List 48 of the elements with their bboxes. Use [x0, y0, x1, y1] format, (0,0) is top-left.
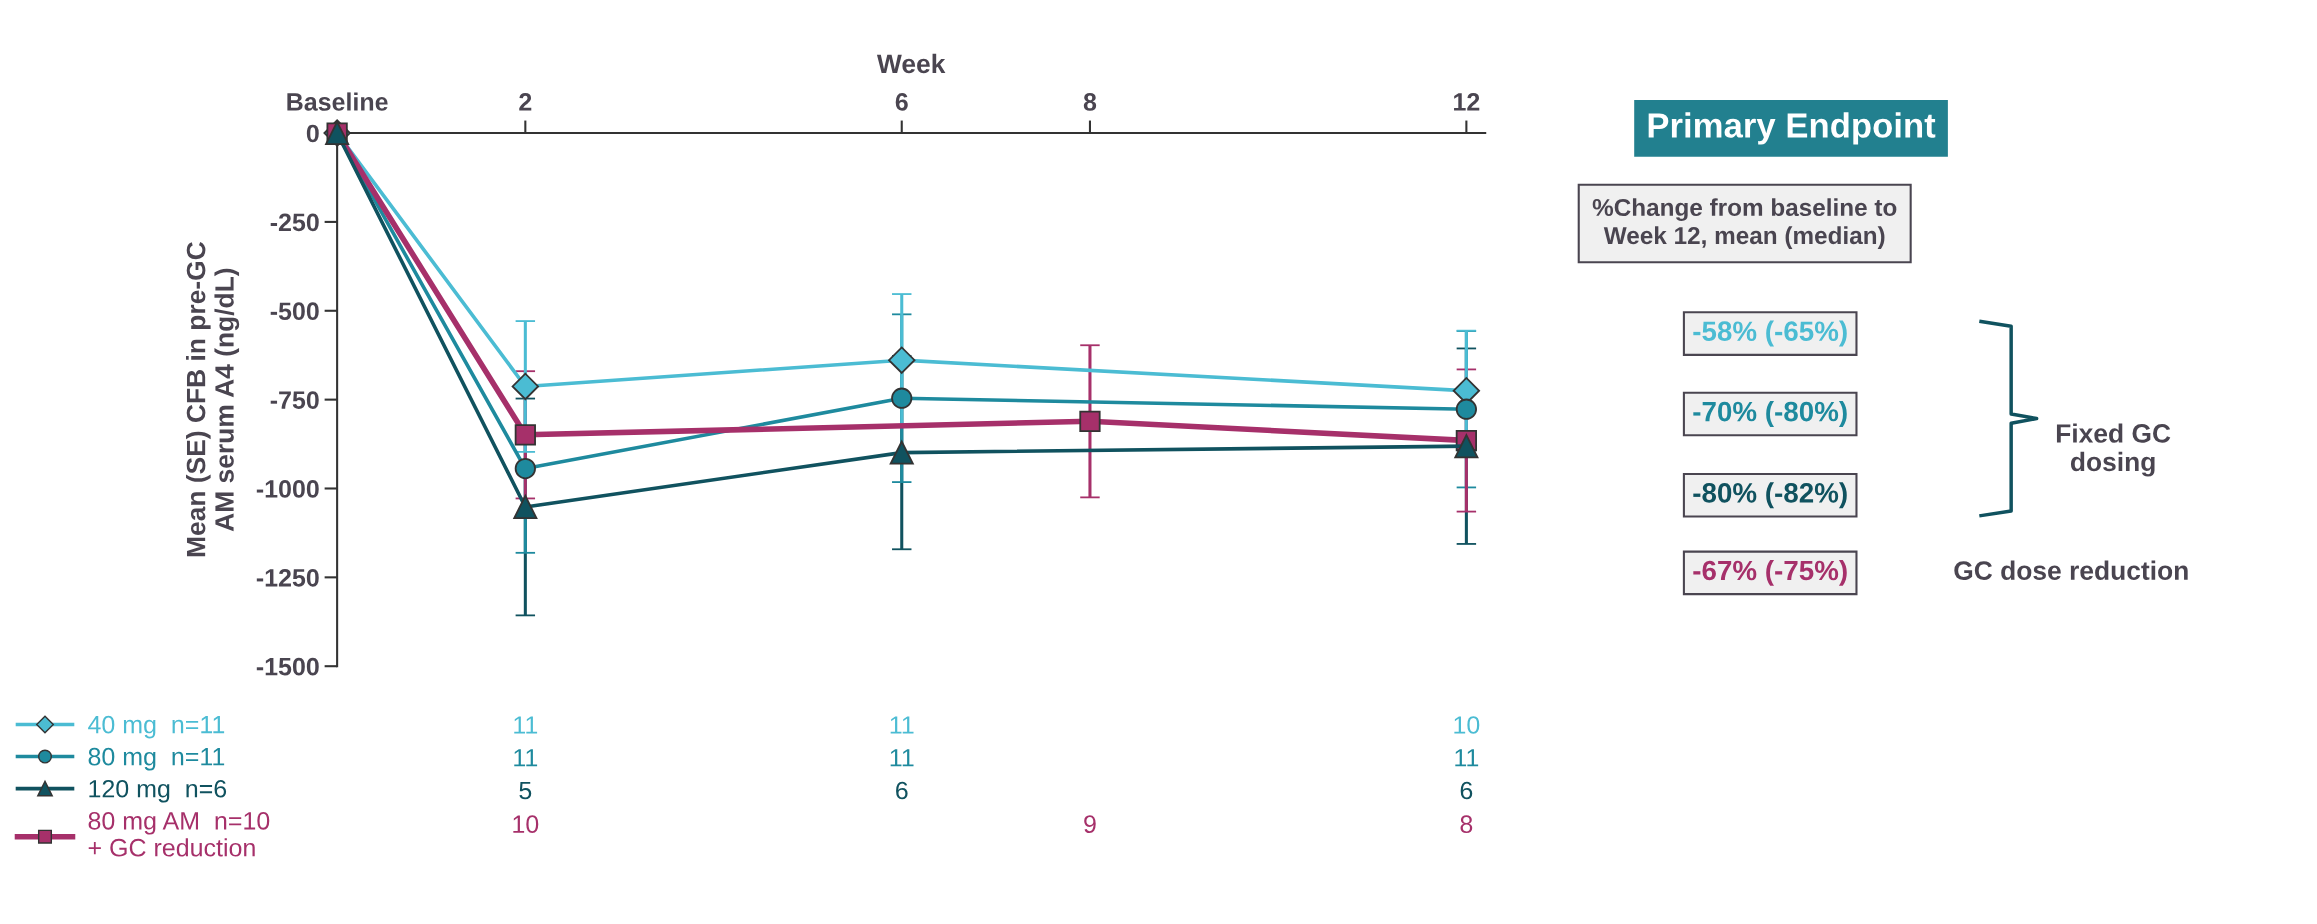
y-tick-label: 0: [306, 124, 319, 143]
point: [514, 457, 536, 480]
text: -70% (-80%): [1693, 401, 1847, 427]
legend-label: 40 mg n=11: [88, 715, 225, 739]
text: -58% (-65%): [1693, 320, 1847, 347]
text: 10: [513, 815, 539, 834]
text: 10: [1454, 716, 1480, 734]
y-tick-label: -250: [270, 213, 319, 232]
text: 9: [1084, 815, 1096, 834]
point: [511, 372, 540, 401]
point: [891, 387, 913, 409]
point: [513, 494, 538, 519]
x-tick-label: Baseline: [287, 92, 388, 111]
text: -80% (-82%): [1693, 482, 1847, 509]
x-axis-title: Week: [876, 53, 946, 74]
text: 8: [1460, 815, 1473, 834]
text: 11: [514, 749, 538, 767]
text: 6: [896, 781, 908, 800]
y-axis-title: Mean (SE) CFB in pre-GC AM serum A4 (ng/dL): [186, 242, 240, 557]
y-tick-label: -1000: [256, 480, 319, 498]
y-tick-label: -1500: [256, 657, 319, 676]
x-tick-label: 6: [895, 93, 908, 111]
text: -67% (-75%): [1693, 559, 1847, 586]
text: 11: [514, 716, 538, 734]
legend-label: 120 mg n=6: [89, 779, 227, 803]
text: 11: [890, 749, 914, 767]
text: Fixed GC dosing: [2056, 423, 2171, 477]
x-tick-label: 2: [519, 93, 532, 111]
point: [1079, 410, 1101, 432]
point: [889, 440, 914, 465]
point: [888, 346, 916, 374]
text: %Change from baseline to Week 12, mean (median): [1592, 198, 1897, 249]
text: GC dose reduction: [1954, 560, 2188, 580]
point: [1455, 398, 1478, 420]
text: 6: [1460, 781, 1473, 800]
legend-label: 80 mg n=11: [88, 747, 225, 771]
text: 11: [1455, 749, 1479, 767]
text: Primary Endpoint: [1648, 112, 1936, 145]
x-tick-label: 12: [1454, 93, 1480, 111]
y-tick-label: -750: [270, 391, 319, 409]
y-tick-label: -1250: [256, 568, 319, 587]
point: [1454, 434, 1479, 459]
y-tick-label: -500: [270, 302, 319, 321]
x-tick-label: 8: [1083, 93, 1097, 111]
text: 5: [519, 781, 532, 800]
point: [514, 424, 536, 446]
legend-label: 80 mg AM n=10 + GC reduction: [88, 811, 270, 857]
text: 11: [890, 716, 914, 734]
